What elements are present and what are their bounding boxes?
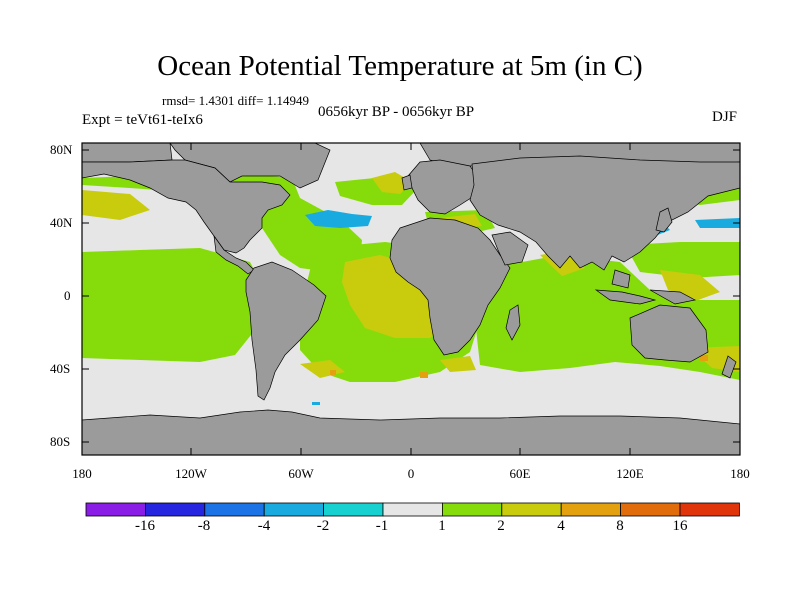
lon-label: 60E: [509, 466, 531, 481]
colorbar-swatch: [501, 502, 562, 517]
map-title: Ocean Potential Temperature at 5m (in C): [157, 50, 643, 82]
colorbar-label: 16: [672, 518, 688, 534]
lon-label: 180: [72, 466, 92, 481]
colorbar-label: 2: [497, 518, 505, 534]
lat-label: 80S: [50, 434, 71, 449]
colorbar-swatch: [620, 502, 681, 517]
lat-label: 40N: [50, 215, 73, 230]
experiment-label: Expt = teVt61-teIx6: [82, 112, 203, 128]
colorbar-swatch: [560, 502, 622, 517]
land-mask: [82, 143, 740, 455]
colorbar-label: 1: [438, 518, 446, 534]
season-label: DJF: [712, 109, 738, 125]
colorbar-label: -8: [197, 518, 211, 534]
lat-label: 0: [64, 288, 71, 303]
lon-label: 180: [730, 466, 750, 481]
rmsd-diff-stats: rmsd= 1.4301 diff= 1.14949: [162, 93, 309, 108]
lat-label: 80N: [50, 142, 73, 157]
colorbar-swatch: [144, 502, 206, 517]
colorbar-label: 8: [616, 518, 624, 534]
lon-ticks: [190, 143, 631, 455]
lon-label: 60W: [288, 466, 314, 481]
anomaly-field-large-warm: [330, 355, 708, 378]
colorbar-label: -1: [375, 518, 389, 534]
period-label: 0656kyr BP - 0656kyr BP: [318, 104, 475, 120]
colorbar-label: 4: [557, 518, 565, 534]
colorbar-swatch: [382, 502, 443, 517]
lon-label: 120W: [175, 466, 207, 481]
colorbar-swatch: [85, 502, 146, 517]
lon-label: 120E: [616, 466, 644, 481]
colorbar-label: -4: [257, 518, 271, 534]
colorbar-swatch: [441, 502, 503, 517]
lat-ticks: [82, 149, 740, 443]
lat-label: 40S: [50, 361, 71, 376]
colorbar-swatch: [323, 502, 384, 517]
colorbar-swatch: [679, 502, 740, 517]
colorbar-swatch: [204, 502, 265, 517]
colorbar-swatch: [263, 502, 325, 517]
colorbar-label: -2: [316, 518, 330, 534]
colorbar: [85, 502, 740, 517]
colorbar-label: -16: [135, 518, 155, 534]
lon-label: 0: [407, 466, 415, 481]
